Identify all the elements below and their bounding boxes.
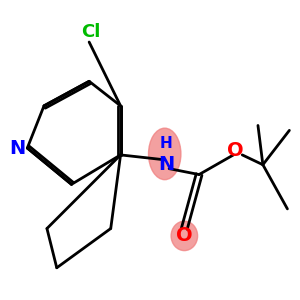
- Ellipse shape: [148, 128, 181, 180]
- Text: N: N: [9, 139, 25, 158]
- Ellipse shape: [171, 221, 198, 250]
- Text: Cl: Cl: [81, 23, 100, 41]
- Text: H: H: [160, 136, 172, 151]
- Text: N: N: [158, 155, 174, 174]
- Text: O: O: [226, 141, 243, 160]
- Text: O: O: [176, 226, 193, 245]
